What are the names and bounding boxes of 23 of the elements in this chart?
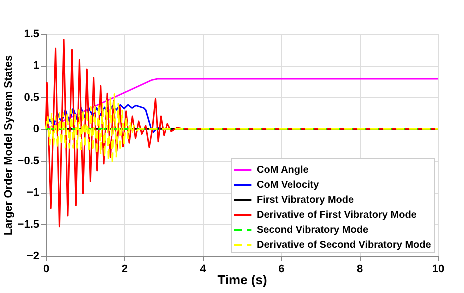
y-tick-label: 1 xyxy=(33,60,40,72)
y-tick-label: 1.5 xyxy=(24,28,40,40)
x-tick-label: 4 xyxy=(200,264,208,276)
y-tick-label: −1 xyxy=(26,187,40,200)
legend-label: First Vibratory Mode xyxy=(257,195,354,206)
x-tick-label: 10 xyxy=(432,264,445,276)
y-axis-title: Larger Order Model System States xyxy=(2,55,15,236)
y-tick-label: 0 xyxy=(33,124,40,136)
x-tick-label: 2 xyxy=(122,264,128,276)
x-tick-label: 6 xyxy=(278,264,285,276)
y-tick-label: 0.5 xyxy=(24,92,40,104)
y-tick-label: −2 xyxy=(26,250,40,262)
x-tick-label: 8 xyxy=(357,264,364,276)
x-tick-label: 0 xyxy=(43,264,50,276)
x-axis-title: Time (s) xyxy=(218,272,268,288)
legend-label: Second Vibratory Mode xyxy=(257,225,369,236)
legend-label: Derivative of First Vibratory Mode xyxy=(257,210,418,221)
y-tick-label: −1.5 xyxy=(18,218,40,231)
line-series xyxy=(45,94,439,165)
legend-label: CoM Velocity xyxy=(257,180,320,191)
y-tick-label: −0.5 xyxy=(18,155,40,168)
legend-label: Derivative of Second Vibratory Mode xyxy=(257,240,432,251)
legend-label: CoM Angle xyxy=(257,165,310,176)
